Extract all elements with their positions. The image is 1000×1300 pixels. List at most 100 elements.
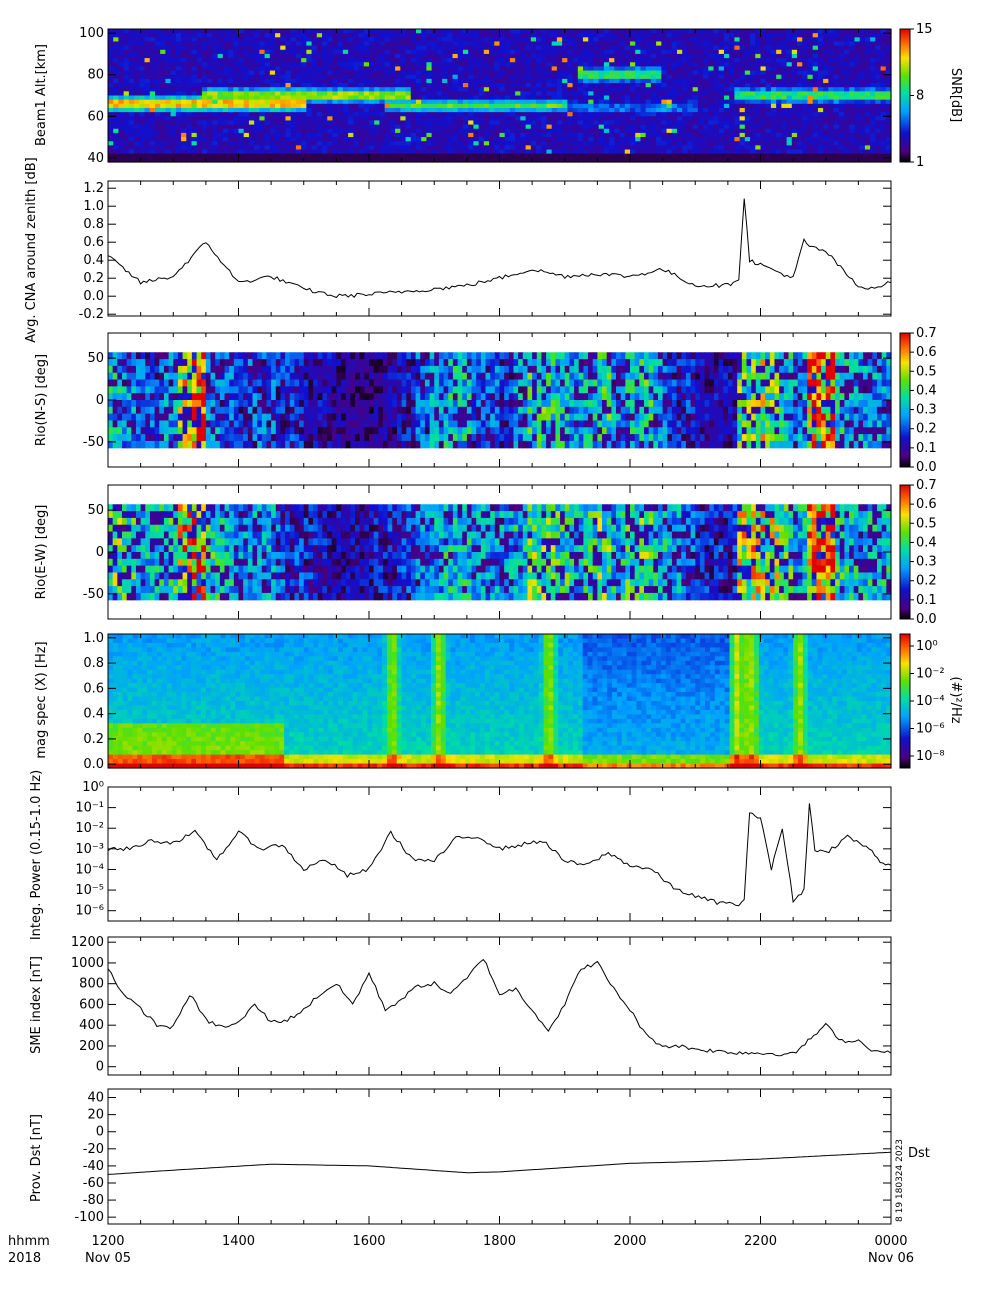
heatmap-cell	[520, 33, 527, 38]
heatmap-cell	[541, 132, 548, 138]
heatmap-cell	[849, 137, 856, 142]
heatmap-cell	[275, 95, 281, 101]
heatmap-cell	[201, 41, 208, 47]
heatmap-cell	[624, 157, 631, 163]
heatmap-cell	[117, 365, 123, 374]
heatmap-cell	[734, 87, 741, 92]
heatmap-cell	[536, 78, 542, 84]
heatmap-cell	[723, 70, 730, 76]
y-tick-label: 0.0	[83, 289, 104, 304]
heatmap-cell	[248, 33, 255, 38]
heatmap-cell	[327, 70, 334, 76]
heatmap-cell	[473, 132, 480, 138]
heatmap-cell	[739, 137, 746, 142]
heatmap-cell	[212, 112, 219, 117]
heatmap-cell	[624, 149, 631, 155]
heatmap-cell	[520, 49, 527, 55]
heatmap-cell	[729, 137, 735, 142]
heatmap-cell	[645, 141, 652, 146]
heatmap-cell	[671, 153, 678, 159]
heatmap-cell	[415, 137, 422, 142]
heatmap-cell	[614, 137, 621, 142]
heatmap-cell	[123, 124, 130, 130]
heatmap-cell	[791, 132, 798, 138]
heatmap-cell	[520, 91, 527, 97]
heatmap-cell	[452, 157, 459, 163]
heatmap-cell	[217, 145, 224, 151]
heatmap-cell	[494, 124, 501, 130]
heatmap-cell	[562, 49, 568, 55]
heatmap-cell	[112, 400, 118, 408]
heatmap-cell	[134, 78, 140, 84]
heatmap-cell	[431, 41, 438, 47]
heatmap-cell	[630, 157, 636, 163]
heatmap-cell	[181, 91, 187, 97]
heatmap-cell	[854, 78, 861, 84]
heatmap-cell	[212, 128, 219, 134]
heatmap-cell	[196, 99, 203, 105]
heatmap-cell	[723, 124, 730, 130]
heatmap-cell	[791, 145, 798, 151]
heatmap-cell	[275, 112, 281, 117]
heatmap-cell	[760, 145, 767, 151]
heatmap-cell	[473, 58, 480, 63]
heatmap-cell	[478, 29, 485, 34]
heatmap-cell	[760, 149, 767, 155]
heatmap-cell	[369, 66, 375, 72]
heatmap-cell	[295, 66, 302, 72]
heatmap-cell	[598, 95, 605, 101]
heatmap-cell	[713, 157, 720, 163]
heatmap-cell	[864, 49, 871, 55]
heatmap-cell	[797, 41, 803, 47]
heatmap-cell	[170, 74, 177, 80]
heatmap-cell	[494, 66, 501, 72]
heatmap-cell	[593, 157, 600, 163]
heatmap-cell	[593, 37, 600, 43]
heatmap-cell	[744, 87, 751, 92]
heatmap-cell	[635, 149, 642, 155]
heatmap-cell	[786, 62, 793, 68]
heatmap-cell	[656, 107, 662, 113]
heatmap-cell	[280, 107, 287, 113]
heatmap-cell	[379, 112, 386, 117]
heatmap-cell	[384, 91, 391, 97]
heatmap-cell	[744, 95, 751, 101]
heatmap-cell	[666, 137, 673, 142]
heatmap-cell	[149, 58, 156, 63]
heatmap-cell	[489, 137, 495, 142]
heatmap-cell	[264, 58, 271, 63]
heatmap-cell	[697, 66, 704, 72]
heatmap-cell	[676, 66, 683, 72]
heatmap-cell	[666, 83, 673, 88]
heatmap-cell	[426, 99, 433, 105]
heatmap-cell	[483, 124, 490, 130]
heatmap-cell	[687, 49, 694, 55]
heatmap-cell	[123, 95, 130, 101]
heatmap-cell	[682, 41, 689, 47]
heatmap-cell	[160, 95, 167, 101]
heatmap-cell	[410, 29, 417, 34]
heatmap-cell	[468, 116, 474, 122]
heatmap-cell	[149, 95, 156, 101]
heatmap-cell	[734, 128, 741, 134]
heatmap-cell	[452, 132, 459, 138]
heatmap-cell	[421, 103, 428, 109]
heatmap-cell	[494, 49, 501, 55]
heatmap-cell	[426, 103, 433, 109]
heatmap-cell	[666, 49, 673, 55]
heatmap-cell	[384, 120, 391, 126]
heatmap-cell	[859, 74, 866, 80]
heatmap-cell	[358, 95, 365, 101]
heatmap-cell	[525, 157, 532, 163]
heatmap-cell	[108, 128, 114, 134]
heatmap-cell	[379, 66, 386, 72]
heatmap-cell	[661, 78, 668, 84]
heatmap-cell	[614, 70, 621, 76]
heatmap-cell	[478, 157, 485, 163]
heatmap-cell	[567, 137, 574, 142]
heatmap-cell	[410, 58, 417, 63]
heatmap-cell	[280, 141, 287, 146]
heatmap-cell	[269, 70, 276, 76]
heatmap-cell	[609, 37, 615, 43]
heatmap-cell	[113, 53, 120, 59]
